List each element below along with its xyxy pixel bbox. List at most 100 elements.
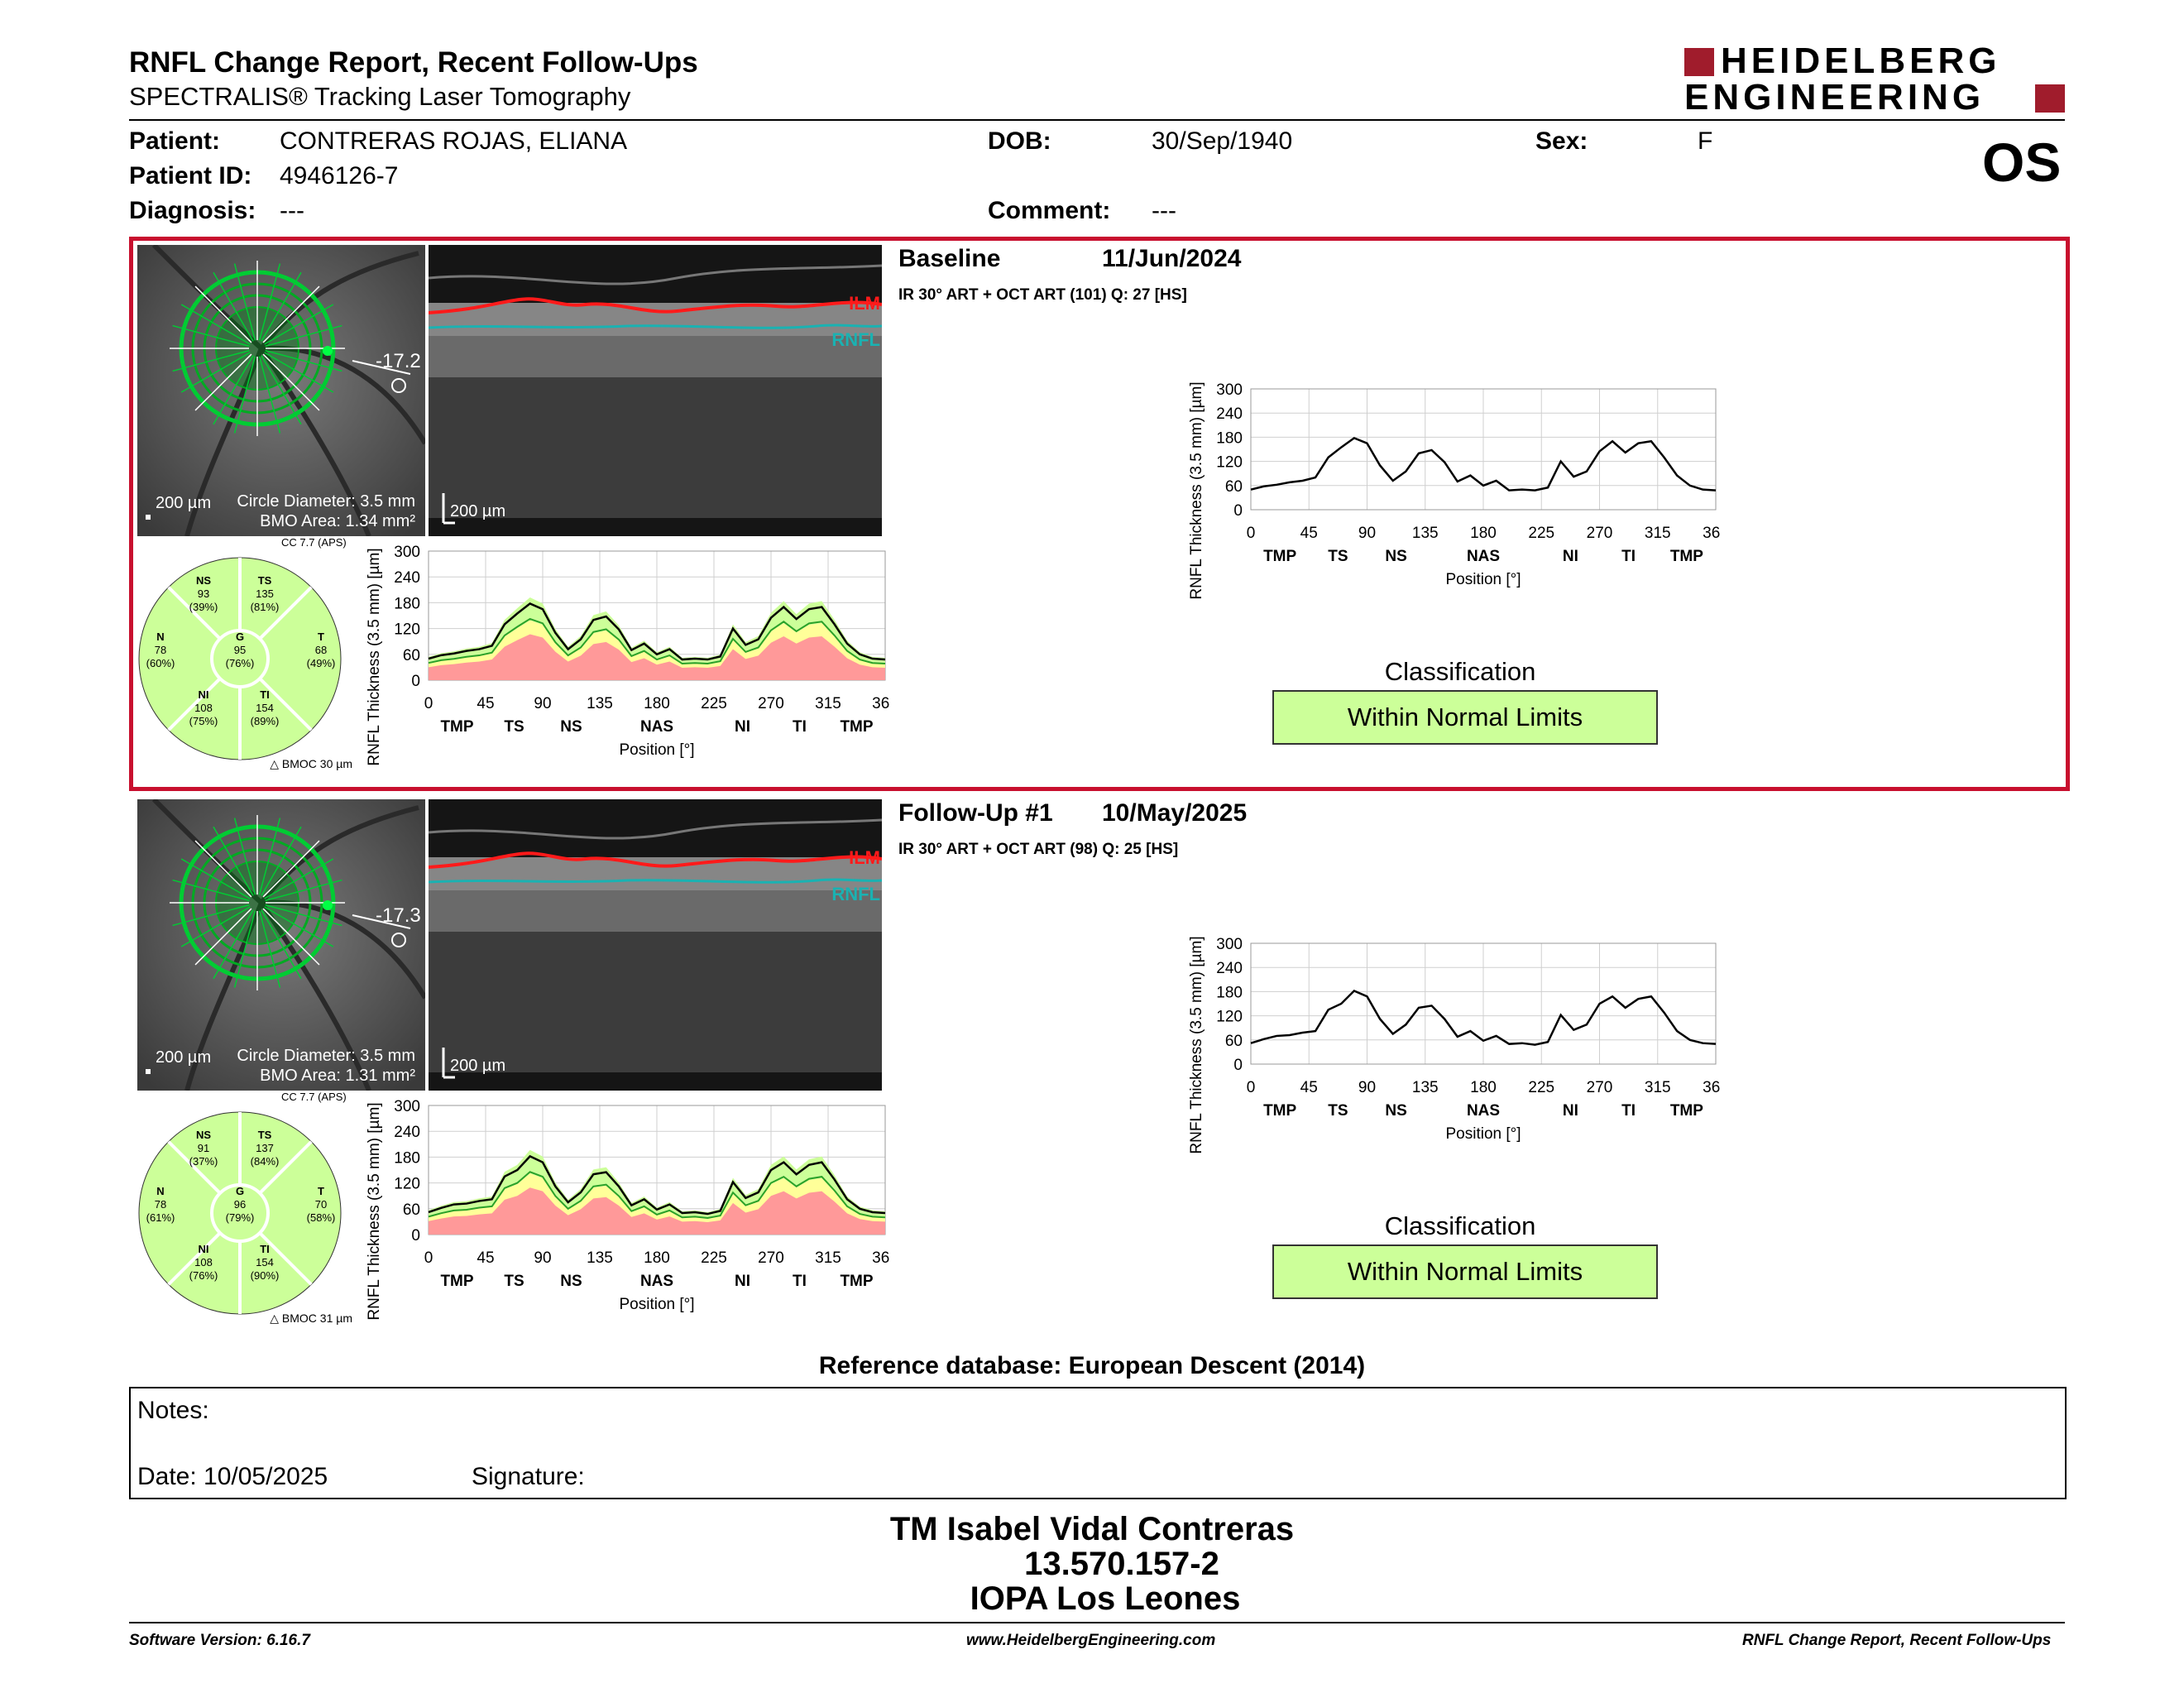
- x-tick-label: 270: [758, 695, 784, 712]
- y-tick-label: 240: [394, 1124, 420, 1141]
- classification-label: Classification: [1384, 657, 1536, 686]
- bscan-scale: 200 µm: [450, 502, 505, 520]
- x-tick-label: 315: [1645, 1079, 1671, 1096]
- sector-n-value: 78: [155, 644, 166, 656]
- x-tick-label: 270: [1587, 1079, 1613, 1096]
- diagnosis-value: ---: [280, 197, 304, 224]
- x-tick-label: 45: [1300, 525, 1318, 542]
- y-tick-label: 180: [394, 1149, 420, 1167]
- sector-ti-value: 154: [256, 702, 274, 714]
- classification-result: Within Normal Limits: [1272, 690, 1658, 745]
- footer-website[interactable]: www.HeidelbergEngineering.com: [966, 1632, 1216, 1649]
- brand-line2: ENGINEERING: [1684, 77, 1985, 117]
- sector-n-value: 78: [155, 1198, 166, 1211]
- oct-bscan-image: ILM RNFL 200 µm: [429, 245, 882, 536]
- footer-software: Software Version: 6.16.7: [129, 1632, 310, 1649]
- sector-ts-value: 137: [256, 1142, 274, 1154]
- sector-axis-label: TMP: [1670, 548, 1703, 565]
- sector-g-percent: (79%): [226, 1211, 255, 1224]
- eye-indicator: OS: [1982, 132, 2062, 193]
- x-tick-label: 0: [1247, 525, 1256, 542]
- y-tick-label: 0: [411, 673, 420, 690]
- sector-ns-value: 93: [198, 587, 209, 600]
- rnfl-thickness-chart-small: 300 240 180 120 60 00 45 90 135 180 225 270 315 360 TM…: [366, 544, 890, 766]
- x-tick-label: 135: [587, 1249, 613, 1267]
- sector-axis-label: TMP: [840, 1273, 873, 1290]
- sector-ns-percent: (37%): [189, 1155, 218, 1168]
- sex-label: Sex:: [1535, 127, 1588, 155]
- rim-angle-value: -17.3: [376, 904, 421, 927]
- sector-axis-label: TMP: [440, 1273, 473, 1290]
- y-tick-label: 300: [394, 1098, 420, 1115]
- x-tick-label: 270: [1587, 525, 1613, 542]
- y-tick-label: 120: [1216, 454, 1243, 472]
- sector-t-label: T: [318, 631, 324, 643]
- sector-ni-value: 108: [194, 702, 213, 714]
- sector-axis-label: NS: [560, 1273, 582, 1290]
- x-axis-title: Position [°]: [1445, 571, 1521, 588]
- sector-ti-label: TI: [260, 688, 270, 701]
- bmoc-value: △ BMOC 31 µm: [270, 1312, 352, 1325]
- footer-report-name: RNFL Change Report, Recent Follow-Ups: [1742, 1632, 2052, 1649]
- sector-t-percent: (58%): [307, 1211, 336, 1224]
- sector-ni-percent: (76%): [189, 1269, 218, 1282]
- sector-axis-label: NS: [1385, 548, 1406, 565]
- x-tick-label: 135: [1412, 1079, 1439, 1096]
- sector-g-value: 96: [234, 1198, 246, 1211]
- sector-ni-label: NI: [199, 688, 209, 701]
- x-tick-label: 180: [644, 1249, 670, 1267]
- sector-axis-label: NI: [1563, 1102, 1578, 1120]
- x-tick-label: 135: [587, 695, 613, 712]
- x-tick-label: 360: [872, 1249, 890, 1267]
- sector-ns-value: 91: [198, 1142, 209, 1154]
- x-tick-label: 360: [1703, 525, 1721, 542]
- sector-g-value: 95: [234, 644, 246, 656]
- cc-label: CC 7.7 (APS): [281, 1091, 347, 1103]
- x-tick-label: 90: [534, 1249, 551, 1267]
- sector-axis-label: NI: [735, 1273, 750, 1290]
- y-tick-label: 300: [394, 544, 420, 561]
- cc-label: CC 7.7 (APS): [281, 536, 347, 549]
- ilm-label: ILM: [849, 847, 880, 868]
- fundus-image: -17.3 200 µm Circle Diameter: 3.5 mm BMO Ar…: [137, 799, 425, 1091]
- y-tick-label: 60: [1225, 1033, 1243, 1050]
- x-tick-label: 90: [1358, 525, 1376, 542]
- patient-label: Patient:: [129, 127, 221, 155]
- fundus-scale: 200 µm: [156, 1048, 211, 1067]
- sector-axis-label: NAS: [640, 1273, 673, 1290]
- sector-ni-percent: (75%): [189, 715, 218, 727]
- y-tick-label: 60: [1225, 478, 1243, 496]
- classification-result: Within Normal Limits: [1272, 1244, 1658, 1299]
- signer-name: TM Isabel Vidal Contreras: [889, 1511, 1295, 1547]
- sector-n-label: N: [156, 1185, 164, 1197]
- y-tick-label: 180: [394, 595, 420, 612]
- y-tick-label: 180: [1216, 984, 1243, 1001]
- signer-place: IOPA Los Leones: [970, 1580, 1241, 1617]
- y-tick-label: 180: [1216, 429, 1243, 447]
- x-tick-label: 180: [1470, 1079, 1497, 1096]
- report-title: RNFL Change Report, Recent Follow-Ups: [129, 46, 698, 79]
- x-tick-label: 0: [424, 695, 433, 712]
- exam-panel-baseline: -17.2 200 µm Circle Diameter: 3.5 mm BMO Ar…: [0, 240, 2184, 786]
- sector-axis-label: TI: [1621, 1102, 1636, 1120]
- oct-bscan-image: ILM RNFL 200 µm: [429, 799, 882, 1091]
- scan-info: IR 30° ART + OCT ART (101) Q: 27 [HS]: [898, 286, 1187, 304]
- x-tick-label: 225: [1528, 525, 1554, 542]
- sector-ns-label: NS: [196, 1129, 211, 1141]
- sector-ti-percent: (89%): [251, 715, 280, 727]
- bmo-area: BMO Area: 1.31 mm²: [260, 1067, 415, 1085]
- sector-n-percent: (61%): [146, 1211, 175, 1224]
- patient-id-label: Patient ID:: [129, 162, 252, 189]
- sector-ts-percent: (81%): [251, 601, 280, 613]
- circle-diameter: Circle Diameter: 3.5 mm: [237, 492, 415, 511]
- scan-info: IR 30° ART + OCT ART (98) Q: 25 [HS]: [898, 841, 1179, 858]
- x-tick-label: 0: [1247, 1079, 1256, 1096]
- sector-g-label: G: [236, 1185, 244, 1197]
- x-tick-label: 90: [1358, 1079, 1376, 1096]
- y-axis-title: RNFL Thickness (3.5 mm) [µm]: [366, 1102, 383, 1320]
- classification-label: Classification: [1384, 1211, 1536, 1240]
- exam-name: Baseline: [898, 245, 1001, 272]
- x-tick-label: 270: [758, 1249, 784, 1267]
- y-tick-label: 300: [1216, 936, 1243, 953]
